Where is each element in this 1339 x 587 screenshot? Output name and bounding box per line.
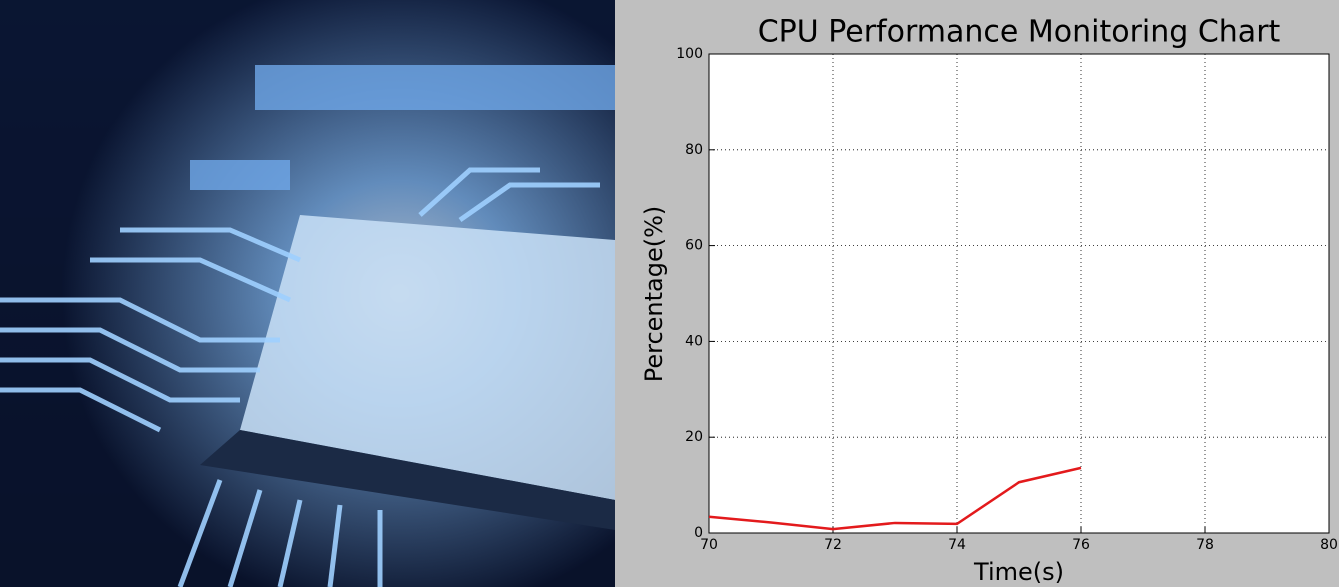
x-tick-label: 76 — [1072, 537, 1090, 553]
y-tick-label: 60 — [685, 238, 703, 254]
y-tick-label: 80 — [685, 142, 703, 158]
chart-title: CPU Performance Monitoring Chart — [758, 15, 1281, 50]
chart: CPU Performance Monitoring Chart Time(s)… — [640, 15, 1338, 587]
y-tick-label: 0 — [694, 525, 703, 541]
y-tick-label: 20 — [685, 429, 703, 445]
cpu-photo — [0, 0, 615, 587]
x-tick-label: 78 — [1196, 537, 1214, 553]
x-tick-label: 80 — [1320, 537, 1338, 553]
x-tick-label: 74 — [948, 537, 966, 553]
data-line — [708, 466, 1082, 531]
y-axis-label: Percentage(%) — [640, 206, 668, 383]
x-axis-label: Time(s) — [973, 558, 1064, 586]
plot-area — [708, 53, 1330, 534]
y-tick-label: 100 — [676, 46, 703, 62]
x-tick-label: 72 — [824, 537, 842, 553]
x-tick-label: 70 — [700, 537, 718, 553]
y-tick-label: 40 — [685, 333, 703, 349]
